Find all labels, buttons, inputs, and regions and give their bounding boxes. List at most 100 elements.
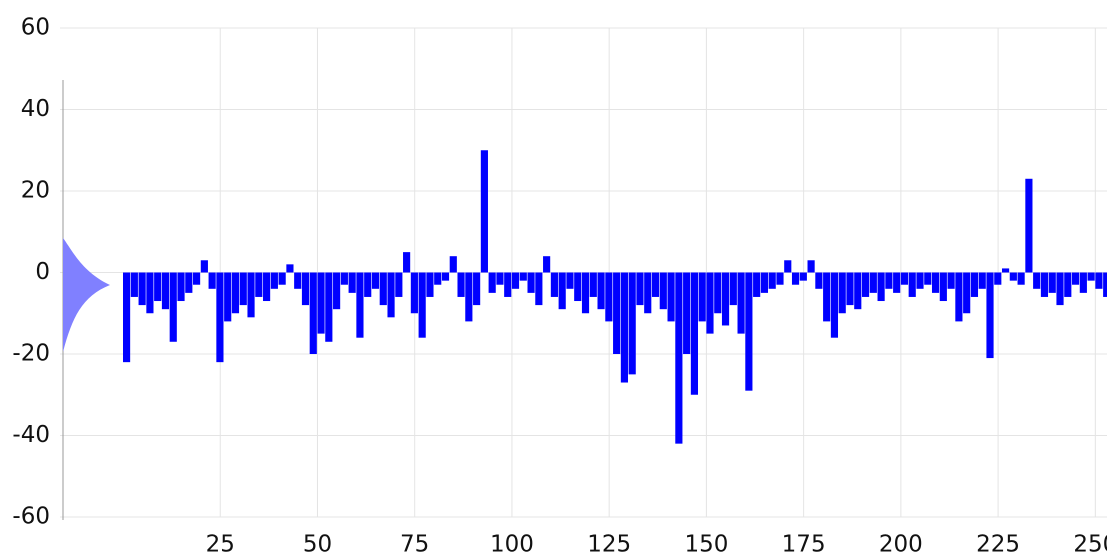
bar xyxy=(659,272,667,310)
bar xyxy=(519,272,527,281)
bar xyxy=(200,260,208,273)
bar xyxy=(698,272,706,322)
bar xyxy=(434,272,442,285)
bar xyxy=(799,272,807,281)
bar xyxy=(301,272,310,306)
bar xyxy=(768,272,776,289)
bar xyxy=(403,252,411,273)
bar xyxy=(1071,272,1080,285)
bar xyxy=(776,272,784,285)
bar xyxy=(465,272,473,322)
bar xyxy=(317,272,325,334)
bar xyxy=(356,272,364,338)
bar xyxy=(1087,272,1095,281)
bar xyxy=(589,272,597,297)
bar xyxy=(636,272,644,306)
bar xyxy=(924,272,932,285)
bar xyxy=(714,272,722,314)
bar xyxy=(185,272,193,293)
bar xyxy=(270,272,278,289)
bar xyxy=(823,272,831,322)
bar xyxy=(963,272,971,314)
bar xyxy=(683,272,691,354)
x-tick-label: 250 xyxy=(1073,532,1107,556)
bar xyxy=(527,272,535,293)
bar xyxy=(597,272,605,310)
x-tick-label: 50 xyxy=(303,532,332,556)
bar xyxy=(1056,272,1064,306)
bar xyxy=(846,272,854,306)
bar xyxy=(760,272,769,293)
bar xyxy=(628,272,636,375)
bar xyxy=(893,272,901,293)
bar xyxy=(441,272,450,281)
bar xyxy=(333,272,341,310)
bar xyxy=(900,272,909,285)
bar xyxy=(535,272,543,306)
bar xyxy=(216,272,224,363)
bar xyxy=(908,272,916,297)
bar xyxy=(574,272,582,302)
bar xyxy=(418,272,426,338)
bar xyxy=(286,264,294,273)
bar xyxy=(169,272,177,342)
bar xyxy=(1009,272,1017,281)
bar xyxy=(955,272,963,322)
bar xyxy=(231,272,240,314)
bar xyxy=(130,272,138,297)
x-tick-label: 25 xyxy=(206,532,235,556)
bar xyxy=(838,272,846,314)
bar xyxy=(605,272,613,322)
bar xyxy=(558,272,566,310)
bar xyxy=(753,272,761,297)
bar xyxy=(473,272,481,306)
bar xyxy=(620,272,628,383)
bar xyxy=(255,272,263,297)
bar xyxy=(706,272,714,334)
bar xyxy=(449,256,457,273)
bar xyxy=(161,272,170,310)
bar xyxy=(784,260,792,273)
bar xyxy=(550,272,558,297)
bar xyxy=(208,272,216,289)
bar xyxy=(815,272,823,289)
x-tick-label: 225 xyxy=(976,532,1020,556)
bar xyxy=(869,272,877,293)
bar xyxy=(1079,272,1087,293)
bar xyxy=(177,272,185,302)
bar xyxy=(543,256,551,273)
bar xyxy=(947,272,955,289)
bar xyxy=(1048,272,1056,293)
y-tick-label: 40 xyxy=(21,96,50,122)
bar xyxy=(854,272,862,310)
bar xyxy=(861,272,870,297)
bar xyxy=(978,272,986,289)
bar xyxy=(1040,272,1049,297)
bar xyxy=(224,272,232,322)
bar xyxy=(581,272,590,314)
bar xyxy=(480,150,488,273)
bar xyxy=(239,272,247,306)
bar xyxy=(325,272,333,342)
bar xyxy=(667,272,675,322)
bar xyxy=(690,272,698,395)
bar xyxy=(1033,272,1041,289)
bar xyxy=(986,272,994,359)
x-tick-label: 100 xyxy=(490,532,534,556)
bar xyxy=(395,272,403,297)
bar xyxy=(830,272,839,338)
x-tick-label: 200 xyxy=(879,532,923,556)
bar xyxy=(745,272,753,391)
bar xyxy=(488,272,496,293)
bar xyxy=(1017,272,1025,285)
bar xyxy=(123,272,131,363)
bar xyxy=(294,272,302,289)
x-tick-label: 75 xyxy=(400,532,429,556)
bar xyxy=(729,272,737,306)
bar xyxy=(675,272,683,444)
bar xyxy=(309,272,317,354)
bar xyxy=(278,272,286,285)
bar xyxy=(504,272,512,297)
